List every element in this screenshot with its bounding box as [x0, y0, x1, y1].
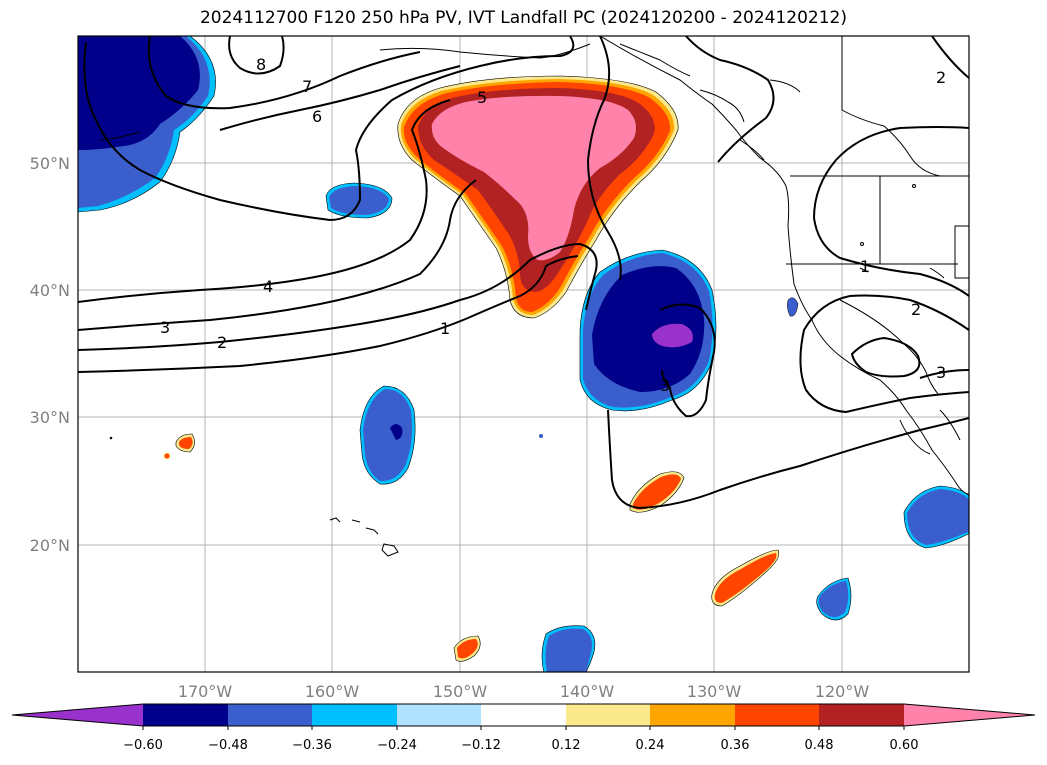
map-title: 2024112700 F120 250 hPa PV, IVT Landfall… — [199, 8, 847, 28]
contour-label: 7 — [302, 77, 312, 96]
lon-label: 160°W — [305, 682, 360, 701]
lat-label: 50°N — [30, 154, 70, 173]
map-frame — [77, 35, 970, 673]
colorbar-tick-label: 0.36 — [721, 738, 750, 753]
contour-label: 2 — [911, 300, 921, 319]
colorbar-bin — [397, 704, 481, 726]
positive-region-core — [431, 95, 636, 261]
colorbar-bin — [481, 704, 566, 726]
negative-region-core — [652, 323, 693, 348]
colorbar-bin — [650, 704, 735, 726]
colorbar-tick-label: −0.60 — [123, 738, 163, 753]
colorbar-tick-label: −0.36 — [292, 738, 332, 753]
colorbar-bin — [566, 704, 650, 726]
colorbar-tick-label: −0.24 — [377, 738, 417, 753]
contour-label: 2 — [217, 333, 227, 352]
colorbar: −0.60 −0.48 −0.36 −0.24 −0.12 0.12 0.24 … — [11, 703, 1036, 753]
contour-labels: 8 7 6 5 4 3 2 1 3 2 1 2 3 — [160, 55, 946, 395]
contour-label: 3 — [936, 363, 946, 382]
colorbar-tick-label: 0.12 — [552, 738, 581, 753]
colorbar-tick-label: 0.24 — [636, 738, 665, 753]
colorbar-tick-label: 0.48 — [805, 738, 834, 753]
negative-region-small — [787, 297, 799, 317]
lon-label: 150°W — [433, 682, 488, 701]
lon-label: 120°W — [815, 682, 870, 701]
coastlines — [99, 36, 969, 495]
negative-anomaly-regions — [78, 36, 969, 672]
pv-contours — [78, 36, 969, 510]
contour-label: 4 — [263, 277, 273, 296]
colorbar-bin — [143, 704, 228, 726]
contour-label: 6 — [312, 107, 322, 126]
contour-label: 3 — [160, 318, 170, 337]
latitude-labels: 50°N 40°N 30°N 20°N — [30, 154, 70, 555]
lon-label: 170°W — [178, 682, 233, 701]
lon-label: 140°W — [560, 682, 615, 701]
contour-label: 1 — [860, 257, 870, 276]
colorbar-bin — [735, 704, 819, 726]
colorbar-tick-label: −0.48 — [208, 738, 248, 753]
positive-anomaly-regions — [163, 75, 780, 662]
lon-label: 130°W — [687, 682, 742, 701]
lat-label: 40°N — [30, 281, 70, 300]
contour-label: 3 — [660, 376, 670, 395]
colorbar-tick-label: −0.12 — [461, 738, 501, 753]
colorbar-bin — [228, 704, 312, 726]
contour-label: 2 — [936, 68, 946, 87]
longitude-labels: 170°W 160°W 150°W 140°W 130°W 120°W — [178, 682, 870, 701]
contour-label: 5 — [477, 88, 487, 107]
colorbar-bin — [312, 704, 397, 726]
colorbar-bin — [819, 704, 904, 726]
islands — [109, 184, 945, 557]
lat-label: 20°N — [30, 536, 70, 555]
lat-label: 30°N — [30, 408, 70, 427]
colorbar-extension-low — [12, 704, 143, 726]
colorbar-extension-high — [904, 704, 1035, 726]
contour-label: 8 — [256, 55, 266, 74]
contour-label: 1 — [440, 319, 450, 338]
colorbar-tick-label: 0.60 — [890, 738, 919, 753]
